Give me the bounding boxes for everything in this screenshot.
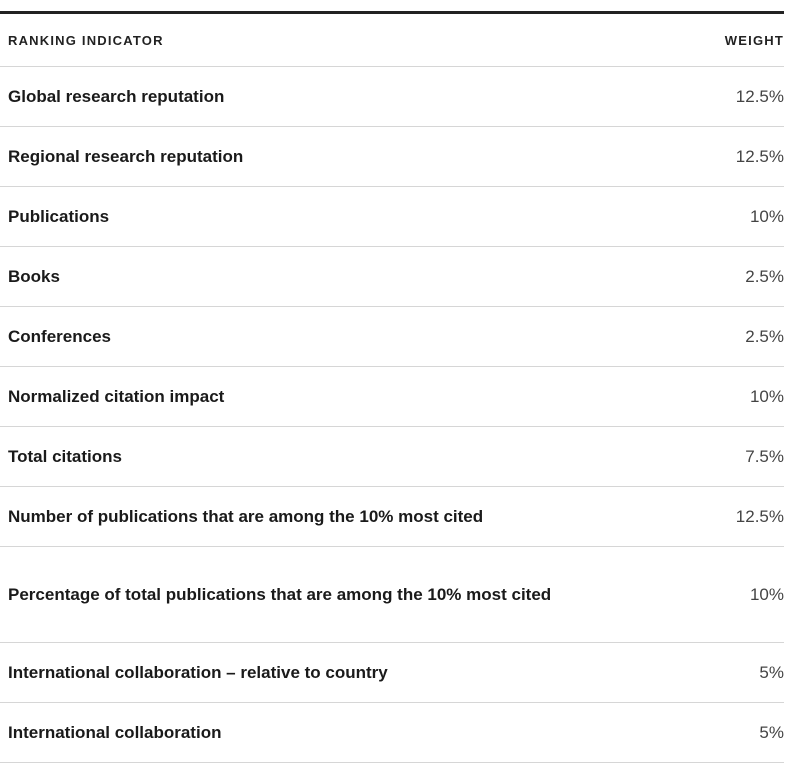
table-row: Conferences 2.5% bbox=[0, 306, 784, 367]
header-cell: RANKING INDICATOR bbox=[0, 14, 708, 67]
weight-cell: 12.5% bbox=[707, 66, 784, 127]
indicator-cell: International collaboration – relative t… bbox=[0, 642, 708, 703]
header-row: RANKING INDICATOR WEIGHT bbox=[0, 14, 784, 67]
indicator-cell: Number of publications that are among th… bbox=[0, 486, 708, 547]
ranking-table: RANKING INDICATOR WEIGHT Global research… bbox=[0, 14, 784, 763]
table-header: RANKING INDICATOR WEIGHT bbox=[0, 14, 784, 67]
weight-cell: 7.5% bbox=[707, 426, 784, 487]
weight-cell: 5% bbox=[707, 642, 784, 703]
indicator-cell: Total citations bbox=[0, 426, 708, 487]
header-cell: WEIGHT bbox=[707, 14, 784, 67]
indicator-cell: Regional research reputation bbox=[0, 126, 708, 187]
weight-cell: 2.5% bbox=[707, 306, 784, 367]
table-row: Global research reputation 12.5% bbox=[0, 66, 784, 127]
table-row: Normalized citation impact 10% bbox=[0, 366, 784, 427]
table-body: Global research reputation 12.5% Regional … bbox=[0, 66, 784, 763]
indicator-cell: Books bbox=[0, 246, 708, 307]
weight-cell: 12.5% bbox=[707, 126, 784, 187]
table-row: Publications 10% bbox=[0, 186, 784, 247]
indicator-cell: Percentage of total publications that ar… bbox=[0, 546, 708, 643]
weight-cell: 10% bbox=[707, 366, 784, 427]
table-row: Percentage of total publications that ar… bbox=[0, 546, 784, 643]
indicator-cell: International collaboration bbox=[0, 702, 708, 763]
weight-cell: 5% bbox=[707, 702, 784, 763]
table-row: Books 2.5% bbox=[0, 246, 784, 307]
table-container: RANKING INDICATOR WEIGHT Global research… bbox=[0, 11, 784, 763]
weight-cell: 2.5% bbox=[707, 246, 784, 307]
weight-cell: 12.5% bbox=[707, 486, 784, 547]
table-row: International collaboration 5% bbox=[0, 702, 784, 763]
indicator-cell: Global research reputation bbox=[0, 66, 708, 127]
table-row: Regional research reputation 12.5% bbox=[0, 126, 784, 187]
indicator-cell: Normalized citation impact bbox=[0, 366, 708, 427]
indicator-cell: Publications bbox=[0, 186, 708, 247]
table-row: International collaboration – relative t… bbox=[0, 642, 784, 703]
indicator-cell: Conferences bbox=[0, 306, 708, 367]
table-row: Number of publications that are among th… bbox=[0, 486, 784, 547]
table-row: Total citations 7.5% bbox=[0, 426, 784, 487]
weight-cell: 10% bbox=[707, 546, 784, 643]
weight-cell: 10% bbox=[707, 186, 784, 247]
